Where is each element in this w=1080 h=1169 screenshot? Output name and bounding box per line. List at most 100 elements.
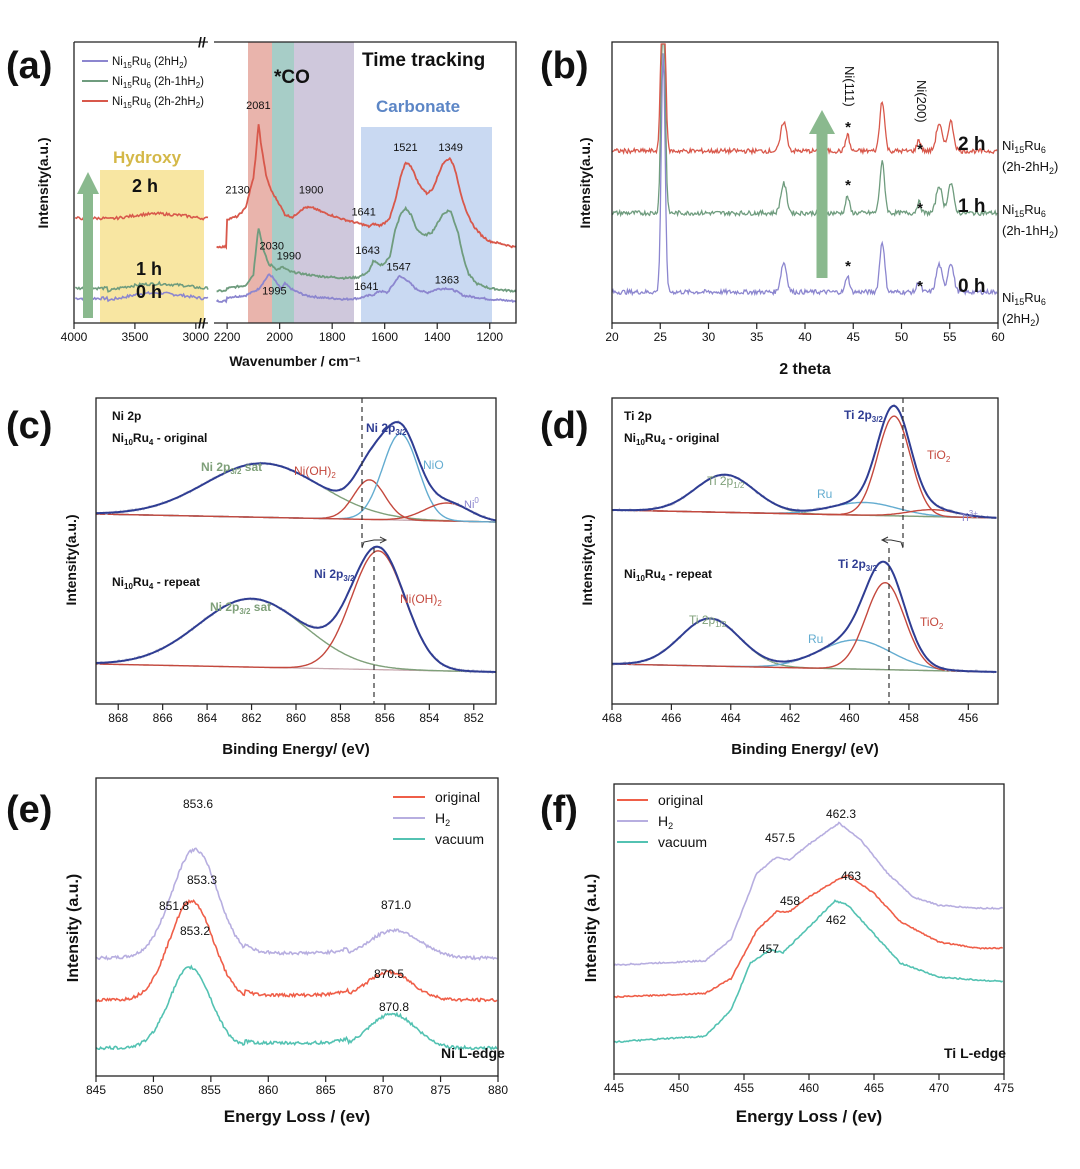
- f-tick-455-label: 455: [734, 1081, 754, 1095]
- panel-a-label: (a): [6, 45, 52, 87]
- a-tick-1400-label: 1400: [424, 330, 451, 344]
- f-peak-label-0: 462.3: [826, 807, 856, 821]
- peak-label-ni111: Ni(111): [842, 66, 857, 107]
- e-spectrum-0: [95, 899, 498, 1003]
- f-tick-475-label: 475: [994, 1081, 1014, 1095]
- a-tick-1600-label: 1600: [371, 330, 398, 344]
- panel-e-legend: original H2 vacuum: [393, 789, 484, 847]
- f-legend-h2: H2: [658, 813, 673, 831]
- d-tick-464-label: 464: [721, 711, 741, 725]
- d-label-tio2-top: TiO2: [927, 448, 951, 464]
- panel-b-frame: [611, 41, 999, 324]
- panel-e: (e) 845 850 855 860 865 870 875 880 original H2…: [6, 777, 508, 1126]
- a-annotation-3: 1641: [351, 207, 375, 219]
- a-series-line-1: [216, 205, 517, 293]
- b-sample-2h1hH2-cond: (2h-1hH2): [1002, 223, 1058, 240]
- e-peak-label-6: 870.8: [379, 1000, 409, 1014]
- panel-a-title: Time tracking: [362, 50, 485, 71]
- c-tick-854-label: 854: [419, 711, 439, 725]
- c-tick-852-label: 852: [464, 711, 484, 725]
- panel-e-ticks: 845 850 855 860 865 870 875 880: [86, 1076, 508, 1097]
- b-star-4: *: [917, 200, 923, 217]
- b-star-1: *: [845, 177, 851, 194]
- panel-a-series: [74, 124, 517, 304]
- c-label-nio: NiO: [423, 458, 444, 472]
- time-label-1h: 1 h: [136, 259, 162, 279]
- d-sample-repeat: Ni10Ru4 - repeat: [624, 567, 712, 583]
- b-pattern-line-0: [611, 53, 998, 297]
- d-label-ti2p32-top: Ti 2p3/2: [844, 408, 883, 424]
- panel-f-label: (f): [540, 789, 578, 831]
- e-tick-875-label: 875: [431, 1083, 451, 1097]
- panel-e-ylabel: Intensity (a.u.): [65, 874, 82, 982]
- d-tick-466-label: 466: [661, 711, 681, 725]
- c-component-1-0: [96, 598, 496, 673]
- e-tick-860-label: 860: [258, 1083, 278, 1097]
- c-shift-arrow: [361, 536, 388, 549]
- b-star-2: *: [845, 258, 851, 275]
- panel-d-title: Ti 2p: [624, 409, 652, 423]
- panel-b-arrow-head: [809, 110, 835, 134]
- c-tick-862-label: 862: [242, 711, 262, 725]
- f-legend-original: original: [658, 792, 703, 808]
- axis-break-bottom: //: [198, 315, 206, 331]
- legend-label-2hH2: Ni15Ru6 (2hH2): [112, 56, 188, 70]
- a-tick-2200-label: 2200: [214, 330, 241, 344]
- d-shift-arrow: [880, 536, 904, 549]
- panel-a-ticks: 4000 3500 3000 2200 2000 1800 1600 1400 1200: [61, 323, 503, 344]
- panel-f-legend: original H2 vacuum: [617, 792, 707, 850]
- panel-d: (d) 468 466 464 462 460 458 456 Ti 2p Ni10Ru4 …: [540, 397, 999, 758]
- c-sample-original: Ni10Ru4 - original: [112, 431, 207, 447]
- b-tick-55-label: 55: [943, 330, 957, 344]
- carbonate-label: Carbonate: [376, 97, 460, 116]
- a-annotation-7: 1990: [277, 251, 301, 263]
- a-tick-2000-label: 2000: [266, 330, 293, 344]
- b-star-5: *: [917, 278, 923, 295]
- a-annotation-9: 1643: [355, 245, 379, 257]
- c-label-niooh-bottom: Ni(OH)2: [400, 592, 442, 608]
- f-tick-470-label: 470: [929, 1081, 949, 1095]
- panel-d-xlabel: Binding Energy/ (eV): [731, 741, 879, 758]
- d-label-ti2p32-bottom: Ti 2p3/2: [838, 557, 877, 573]
- d-component-0-3: [612, 509, 997, 519]
- panel-d-label: (d): [540, 405, 589, 447]
- c-component-0-3: [96, 502, 497, 522]
- b-pattern-line-2: [611, 43, 998, 156]
- panel-e-xlabel: Energy Loss / (ev): [224, 1107, 370, 1126]
- f-peak-label-5: 457: [759, 942, 779, 956]
- c-tick-856-label: 856: [375, 711, 395, 725]
- c-sample-repeat: Ni10Ru4 - repeat: [112, 575, 200, 591]
- e-edge-label: Ni L-edge: [441, 1045, 505, 1061]
- co-label: *CO: [274, 67, 310, 88]
- b-sample-2hH2-cond: (2hH2): [1002, 311, 1040, 328]
- f-legend-vacuum: vacuum: [658, 834, 707, 850]
- panel-e-label: (e): [6, 789, 52, 831]
- panel-b-label: (b): [540, 45, 589, 87]
- b-sample-2h2hH2: Ni15Ru6: [1002, 138, 1046, 155]
- panel-c-ylabel: Intensity(a.u.): [63, 514, 79, 605]
- c-raw-1: [95, 545, 497, 675]
- f-tick-450-label: 450: [669, 1081, 689, 1095]
- e-tick-880-label: 880: [488, 1083, 508, 1097]
- panel-f-ylabel: Intensity (a.u.): [583, 874, 600, 982]
- panel-b-ylabel: Intensity(a.u.): [577, 137, 593, 228]
- c-label-niooh-top: Ni(OH)2: [294, 464, 336, 480]
- e-peak-label-3: 853.2: [180, 924, 210, 938]
- e-peak-label-2: 851.8: [159, 899, 189, 913]
- b-tick-30-label: 30: [702, 330, 716, 344]
- panel-f-annotations: 462.3 457.5 463 458 462 457: [759, 807, 861, 956]
- d-label-ti2p12-bottom: Ti 2p1/2: [689, 613, 727, 629]
- c-label-sat-bottom: Ni 2p3/2 sat: [210, 600, 271, 616]
- b-time-0h: 0 h: [958, 276, 985, 297]
- c-tick-866-label: 866: [153, 711, 173, 725]
- e-tick-870-label: 870: [373, 1083, 393, 1097]
- a-annotation-10: 1641: [354, 281, 378, 293]
- a-series-line-0: [215, 273, 517, 304]
- b-tick-35-label: 35: [750, 330, 764, 344]
- b-time-2h: 2 h: [958, 134, 985, 155]
- panel-f: (f) 445 450 455 460 465 470 475 original H2 va…: [540, 783, 1014, 1126]
- d-label-tio2-bottom: TiO2: [920, 615, 944, 631]
- hydroxy-label: Hydroxy: [113, 148, 182, 167]
